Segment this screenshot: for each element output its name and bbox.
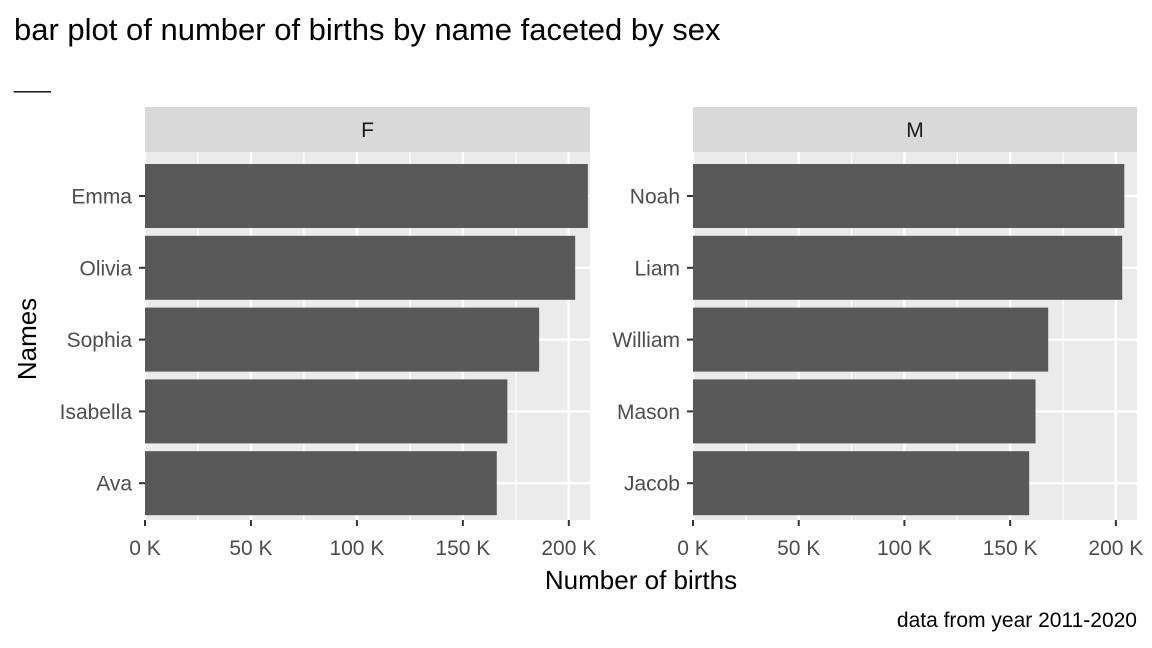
y-tick-label: Jacob [624, 473, 680, 496]
x-axis-title: Number of births [545, 565, 737, 595]
facet-strip-label: F [361, 119, 374, 142]
bar-jacob [693, 451, 1030, 516]
chart-caption: data from year 2011-2020 [897, 609, 1137, 632]
facet-strip [145, 107, 590, 152]
facet-strip [693, 107, 1137, 152]
y-axis-title: Names [12, 298, 42, 380]
y-tick-label: Ava [96, 473, 132, 496]
bar-william [693, 307, 1049, 372]
x-tick-label: 50 K [229, 537, 272, 560]
x-tick-label: 0 K [129, 537, 161, 560]
bar-isabella [145, 379, 508, 444]
bar-olivia [145, 235, 576, 300]
y-tick-label: Noah [630, 186, 680, 209]
x-tick-label: 100 K [877, 537, 932, 560]
x-tick-label: 100 K [329, 537, 384, 560]
bar-emma [145, 164, 588, 228]
bar-liam [693, 235, 1123, 300]
y-tick-label: Mason [617, 401, 680, 424]
bar-sophia [145, 307, 540, 372]
x-tick-label: 200 K [541, 537, 596, 560]
facet-panel-m: M Noah Liam William Mason Jacob 0 K 50 K 100 K 15… [612, 107, 1143, 560]
facet-panels: F Emma Olivia Sophia Isabella Ava 0 K 50 K 100 K… [60, 107, 1143, 560]
x-tick-label: 150 K [435, 537, 490, 560]
bar-ava [145, 451, 497, 516]
chart-title: bar plot of number of births by name fac… [14, 12, 721, 47]
y-tick-label: Emma [71, 186, 132, 209]
bar-mason [693, 379, 1036, 444]
bar-noah [693, 164, 1125, 228]
y-tick-label: Olivia [79, 257, 132, 280]
x-tick-label: 200 K [1088, 537, 1143, 560]
y-tick-label: Sophia [67, 329, 133, 352]
y-tick-label: Isabella [60, 401, 133, 424]
chart-subtitle: ___ [13, 68, 51, 93]
x-tick-label: 150 K [983, 537, 1038, 560]
facet-panel-f: F Emma Olivia Sophia Isabella Ava 0 K 50 K 100 K… [60, 107, 596, 560]
x-tick-label: 50 K [777, 537, 820, 560]
x-tick-label: 0 K [677, 537, 709, 560]
facet-strip-label: M [906, 119, 924, 142]
y-tick-label: Liam [634, 257, 680, 280]
y-tick-label: William [612, 329, 680, 352]
